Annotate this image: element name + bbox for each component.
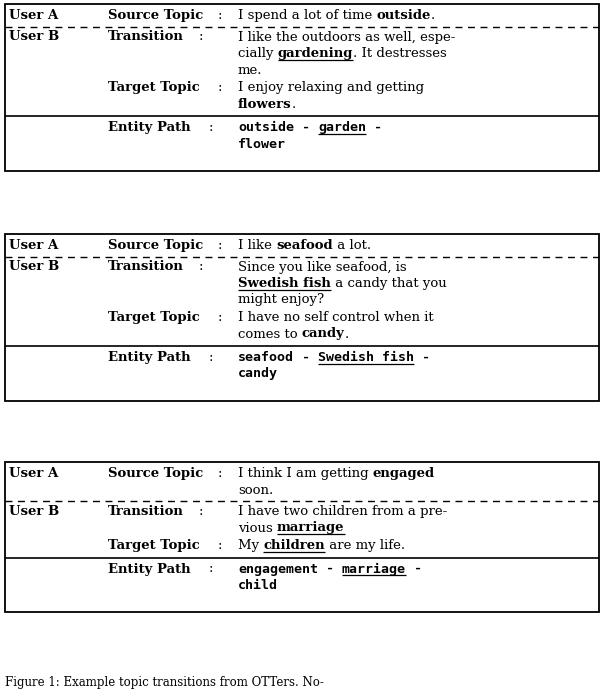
Text: I enjoy relaxing and getting: I enjoy relaxing and getting [238,81,424,94]
Text: engaged: engaged [373,467,435,480]
Text: Entity Path: Entity Path [108,563,191,575]
Text: :: : [218,81,222,94]
Text: .: . [292,98,296,110]
Text: Transition: Transition [108,260,184,274]
Text: :: : [209,121,213,134]
Text: :: : [199,260,204,274]
Bar [5,462,599,612]
Text: Entity Path: Entity Path [108,351,191,364]
Text: Figure 1: Example topic transitions from OTTers. No-: Figure 1: Example topic transitions from… [5,676,324,689]
Text: vious: vious [238,521,277,535]
Text: User A: User A [9,239,58,252]
Text: .: . [345,327,349,341]
Text: -: - [414,351,430,364]
Text: garden: garden [318,121,366,134]
Text: User B: User B [9,505,59,518]
Text: might enjoy?: might enjoy? [238,293,324,306]
Text: are my life.: are my life. [325,539,405,552]
Text: Source Topic: Source Topic [108,239,204,252]
Text: :: : [218,9,222,22]
Text: :: : [218,467,222,480]
Text: marriage: marriage [342,563,406,576]
Text: child: child [238,579,278,592]
Text: User B: User B [9,260,59,274]
Text: :: : [218,311,222,324]
Text: :: : [218,539,222,552]
Text: -: - [294,351,318,364]
Text: cially: cially [238,47,278,60]
Text: I think I am getting: I think I am getting [238,467,373,480]
Text: I spend a lot of time: I spend a lot of time [238,9,376,22]
Text: marriage: marriage [277,521,344,535]
Text: soon.: soon. [238,484,273,496]
Text: candy: candy [302,327,345,341]
Text: :: : [199,31,204,43]
Text: children: children [263,539,325,552]
Text: -: - [318,563,342,575]
Text: a candy that you: a candy that you [331,277,446,290]
Text: I have no self control when it: I have no self control when it [238,311,434,324]
Text: Since you like seafood, is: Since you like seafood, is [238,260,406,274]
Bar [5,234,599,401]
Text: -: - [406,563,422,575]
Text: me.: me. [238,64,263,77]
Text: Transition: Transition [108,31,184,43]
Text: engagement: engagement [238,563,318,575]
Text: User B: User B [9,31,59,43]
Text: Swedish fish: Swedish fish [318,351,414,364]
Text: Swedish fish: Swedish fish [238,277,331,290]
Text: :: : [218,239,222,252]
Text: seafood: seafood [276,239,333,252]
Text: Source Topic: Source Topic [108,9,204,22]
Text: Source Topic: Source Topic [108,467,204,480]
Bar [5,4,599,170]
Text: User A: User A [9,9,58,22]
Text: -: - [366,121,382,134]
Text: -: - [294,121,318,134]
Text: Target Topic: Target Topic [108,81,200,94]
Text: :: : [199,505,204,518]
Text: Entity Path: Entity Path [108,121,191,134]
Text: :: : [209,351,213,364]
Text: a lot.: a lot. [333,239,371,252]
Text: I like the outdoors as well, espe-: I like the outdoors as well, espe- [238,31,455,43]
Text: outside: outside [238,121,294,134]
Text: gardening: gardening [278,47,353,60]
Text: outside: outside [376,9,431,22]
Text: flower: flower [238,138,286,151]
Text: User A: User A [9,467,58,480]
Text: candy: candy [238,368,278,380]
Text: :: : [209,563,213,575]
Text: Transition: Transition [108,505,184,518]
Text: .: . [431,9,435,22]
Text: I have two children from a pre-: I have two children from a pre- [238,505,447,518]
Text: My: My [238,539,263,552]
Text: flowers: flowers [238,98,292,110]
Text: Target Topic: Target Topic [108,311,200,324]
Text: . It destresses: . It destresses [353,47,447,60]
Text: Target Topic: Target Topic [108,539,200,552]
Text: I like: I like [238,239,276,252]
Text: seafood: seafood [238,351,294,364]
Text: comes to: comes to [238,327,302,341]
